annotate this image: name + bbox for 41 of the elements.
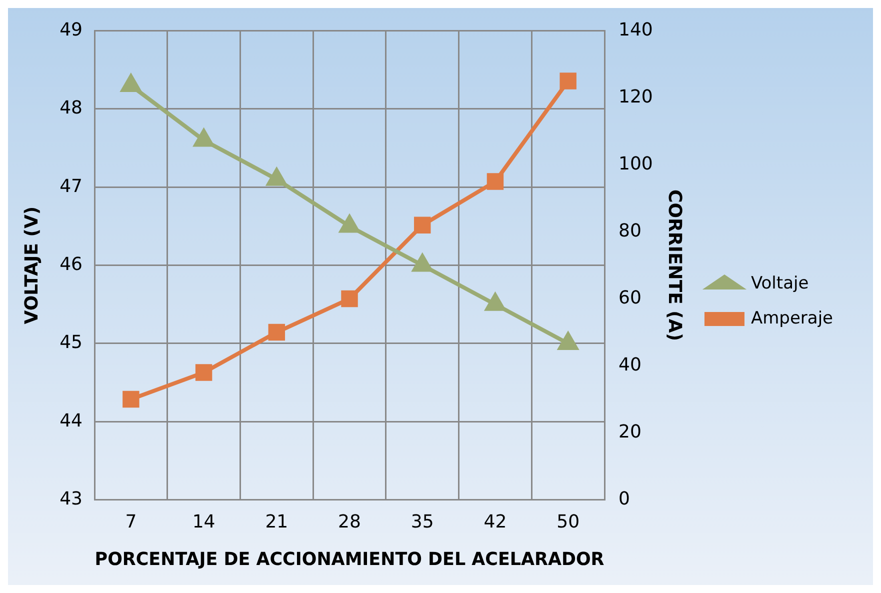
y2-tick-label: 100 xyxy=(618,153,653,174)
y-tick-label: 44 xyxy=(60,410,83,432)
y-axis-title: VOLTAJE (V) xyxy=(21,206,42,324)
point xyxy=(485,293,506,311)
y-tick-label: 45 xyxy=(60,332,83,354)
x-tick-label: 42 xyxy=(484,511,507,532)
legend-label: Voltaje xyxy=(750,273,809,294)
y2-tick-label: 40 xyxy=(618,354,642,376)
point xyxy=(268,324,286,341)
y-tick-label: 46 xyxy=(60,254,83,275)
x-tick-label: 14 xyxy=(192,511,216,532)
point xyxy=(486,173,504,190)
x-tick-label: 35 xyxy=(410,511,434,532)
point xyxy=(558,332,578,350)
y-tick-label: 43 xyxy=(60,488,83,510)
y2-tick-label: 120 xyxy=(618,86,653,108)
point xyxy=(122,390,140,408)
point xyxy=(340,215,360,233)
x-axis-title: PORCENTAJE DE ACCIONAMIENTO DEL ACELARADOR xyxy=(94,550,605,570)
x-tick-label: 21 xyxy=(265,511,288,532)
point xyxy=(412,254,432,272)
point xyxy=(560,72,576,90)
y-tick-label: 49 xyxy=(60,19,83,40)
y2-tick-label: 60 xyxy=(618,287,642,308)
y2-tick-label: 0 xyxy=(618,488,630,510)
x-tick-label: 7 xyxy=(125,511,137,532)
x-tick-label: 28 xyxy=(338,511,361,532)
point xyxy=(121,74,141,92)
y2-axis-title: CORRIENTE (A) xyxy=(664,190,685,342)
point xyxy=(195,364,212,381)
point xyxy=(266,168,286,186)
point xyxy=(414,216,431,234)
point xyxy=(194,129,214,147)
y2-tick-label: 140 xyxy=(618,19,653,40)
legend-label: Amperaje xyxy=(750,308,834,328)
y-tick-label: 48 xyxy=(60,98,83,119)
x-tick-label: 50 xyxy=(556,511,580,532)
y2-tick-label: 20 xyxy=(618,421,642,442)
point xyxy=(341,290,358,308)
y-tick-label: 47 xyxy=(60,176,83,197)
y2-tick-label: 80 xyxy=(618,220,642,242)
